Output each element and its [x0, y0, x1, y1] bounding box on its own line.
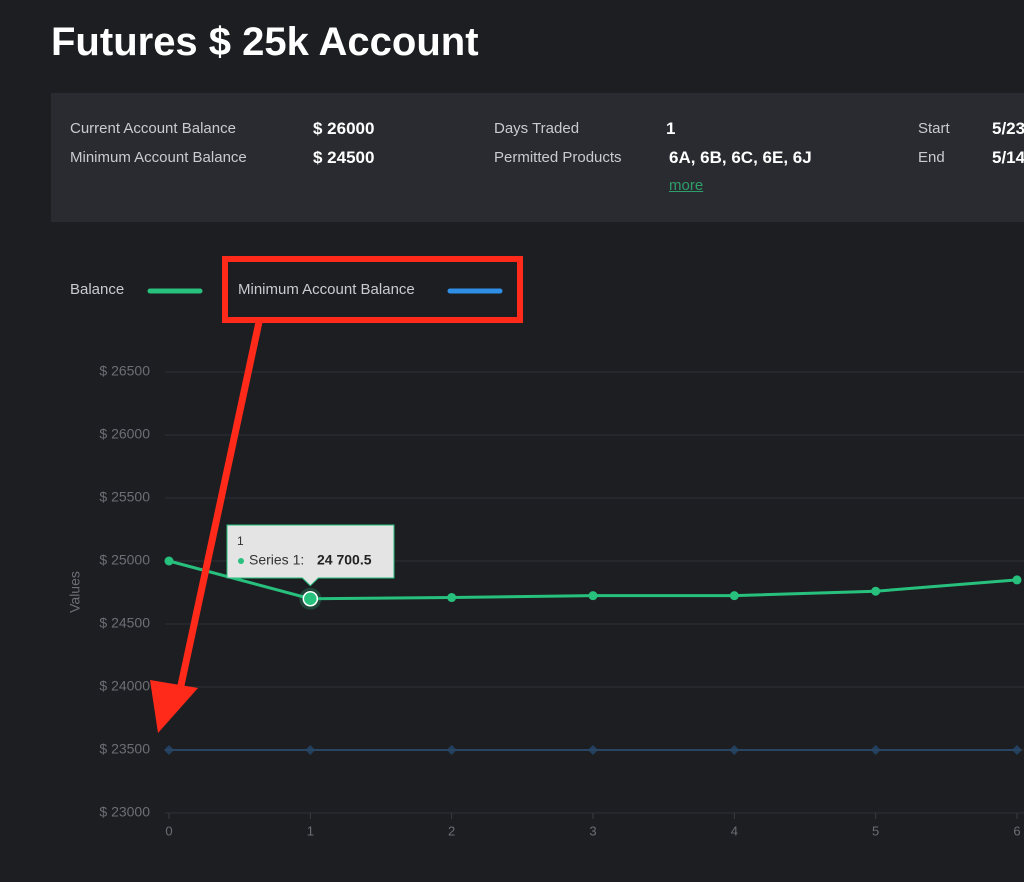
legend-label: Balance — [70, 281, 124, 298]
tooltip: 1 Series 1: 24 700.5 — [226, 524, 395, 587]
x-tick-label: 5 — [872, 823, 879, 838]
x-tick-label: 2 — [448, 823, 455, 838]
tooltip-value: 24 700.5 — [317, 552, 372, 568]
x-tick-label: 4 — [731, 823, 738, 838]
point — [1012, 745, 1022, 755]
point — [446, 745, 457, 755]
field-value: 5/14 — [992, 148, 1024, 167]
highlight-box — [222, 256, 523, 323]
y-axis-label: Values — [67, 571, 83, 613]
field-label: Permitted Products — [494, 149, 622, 166]
point — [164, 745, 174, 755]
y-tick-label: $ 23500 — [99, 741, 150, 757]
point — [729, 591, 739, 601]
y-tick-label: $ 25500 — [99, 489, 150, 505]
point — [1012, 575, 1022, 585]
y-tick-label: $ 24500 — [99, 615, 150, 631]
field-value: 6A, 6B, 6C, 6E, 6J — [669, 148, 812, 167]
point — [588, 745, 598, 755]
field-label: Current Account Balance — [70, 120, 236, 137]
field-label: End — [918, 149, 945, 166]
y-tick-label: $ 23000 — [99, 804, 150, 820]
annotation-arrow — [176, 321, 263, 691]
x-tick-label: 0 — [165, 823, 172, 838]
field-label: Minimum Account Balance — [70, 149, 247, 166]
point — [871, 586, 881, 596]
y-tick-label: $ 26000 — [99, 426, 150, 442]
point — [447, 593, 457, 603]
x-tick-label: 3 — [589, 823, 596, 838]
tooltip-box — [226, 524, 395, 587]
point — [870, 745, 881, 755]
x-tick-label: 1 — [307, 823, 314, 838]
field-value: $ 26000 — [313, 119, 375, 138]
point — [729, 745, 740, 755]
point — [164, 556, 174, 566]
point — [305, 745, 316, 755]
tooltip-series: Series 1: — [249, 552, 304, 568]
tooltip-title: 1 — [237, 534, 244, 548]
field-label: Days Traded — [494, 120, 580, 137]
y-tick-label: $ 24000 — [99, 678, 150, 694]
tooltip-dot — [238, 558, 244, 564]
y-tick-label: $ 25000 — [99, 552, 150, 568]
annotation-arrowhead — [150, 680, 198, 733]
legend-label: Minimum Account Balance — [238, 281, 415, 298]
point — [588, 591, 598, 601]
field-value: $ 24500 — [313, 148, 375, 167]
more-link[interactable]: more — [669, 177, 704, 194]
field-value: 1 — [666, 119, 676, 138]
series — [164, 556, 1022, 610]
x-tick-label: 6 — [1013, 823, 1020, 838]
point — [302, 590, 319, 607]
series — [164, 745, 1022, 755]
y-tick-label: $ 26500 — [99, 363, 150, 379]
page-title: Futures $ 25k Account — [51, 20, 479, 64]
summary-panel: Current Account Balance $ 26000 Minimum … — [51, 93, 1024, 222]
field-label: Start — [918, 120, 950, 137]
field-value: 5/23 — [992, 119, 1024, 138]
